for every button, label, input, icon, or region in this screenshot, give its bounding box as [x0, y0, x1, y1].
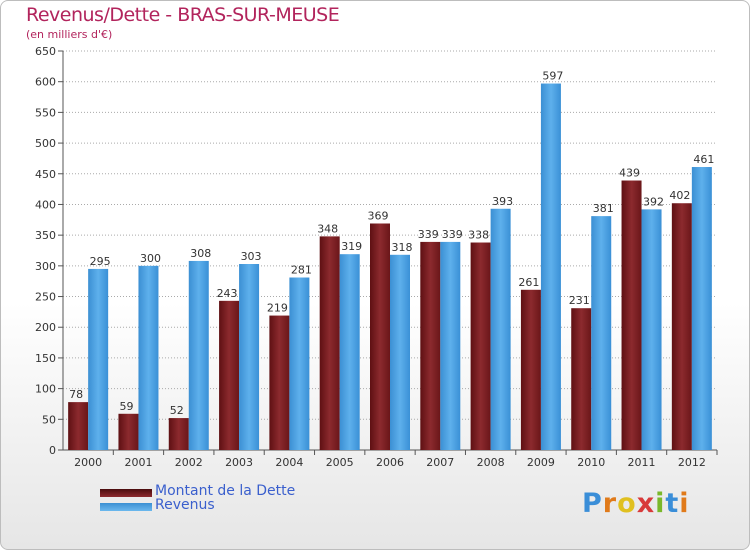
x-tick-label: 2004: [275, 456, 303, 469]
bar-revenus: [691, 167, 712, 451]
x-tick-label: 2008: [477, 456, 505, 469]
data-label: 295: [90, 255, 111, 268]
x-tick-label: 2012: [678, 456, 706, 469]
data-label: 439: [619, 167, 640, 180]
bar-debt: [68, 402, 89, 450]
data-label: 402: [669, 189, 690, 202]
data-label: 219: [267, 302, 288, 315]
bar-debt: [269, 315, 290, 450]
chart-subtitle: (en milliers d'€): [26, 28, 113, 41]
bar-revenus: [440, 241, 461, 450]
bar-debt: [168, 418, 189, 450]
bar-revenus: [591, 216, 612, 450]
data-label: 78: [69, 388, 83, 401]
y-tick-label: 400: [35, 198, 56, 211]
data-label: 381: [593, 202, 614, 215]
chart-title: Revenus/Dette - BRAS-SUR-MEUSE: [26, 4, 340, 26]
bar-debt: [118, 413, 139, 450]
y-tick-label: 450: [35, 168, 56, 181]
data-label: 597: [542, 70, 563, 83]
y-tick-label: 100: [35, 383, 56, 396]
x-tick-label: 2009: [527, 456, 555, 469]
data-label: 319: [341, 240, 362, 253]
data-label: 281: [291, 264, 312, 277]
data-label: 52: [170, 404, 184, 417]
legend-label-revenus: Revenus: [155, 497, 215, 513]
data-label: 392: [643, 195, 664, 208]
y-tick-label: 550: [35, 106, 56, 119]
bar-debt: [370, 223, 390, 450]
bar-chart: 0 50 100 150 200 250 300 350 400 450 500 550 600 650 2…: [35, 45, 718, 469]
data-label: 231: [569, 294, 590, 307]
bar-revenus: [339, 254, 360, 450]
bar-revenus: [641, 209, 662, 450]
x-tick-label: 2003: [225, 456, 253, 469]
data-label: 369: [368, 209, 389, 222]
data-label: 308: [190, 247, 211, 260]
legend-swatch-debt: [100, 489, 152, 497]
y-tick-label: 500: [35, 137, 56, 150]
bar-debt: [470, 242, 491, 450]
logo-letter: i: [655, 488, 666, 519]
data-label: 461: [693, 153, 714, 166]
data-label: 393: [492, 195, 513, 208]
y-tick-label: 50: [42, 413, 56, 426]
bar-revenus: [540, 83, 561, 450]
bar-debt: [319, 236, 340, 450]
bar-debt: [219, 300, 240, 450]
logo-letter: r: [602, 488, 618, 519]
logo-letter: o: [617, 488, 637, 519]
x-tick-label: 2001: [124, 456, 152, 469]
bar-debt: [671, 203, 692, 450]
y-tick-label: 600: [35, 76, 56, 89]
y-tick-label: 0: [49, 444, 56, 457]
bar-debt: [571, 308, 592, 450]
logo-letter: x: [636, 488, 656, 519]
data-label: 339: [442, 228, 463, 241]
data-label: 59: [119, 400, 133, 413]
bar-revenus: [88, 268, 109, 450]
bar-revenus: [188, 260, 209, 450]
data-label: 261: [518, 276, 539, 289]
bar-debt: [420, 241, 441, 450]
x-tick-label: 2007: [426, 456, 454, 469]
data-label: 348: [317, 222, 338, 235]
y-tick-label: 650: [35, 45, 56, 58]
data-label: 300: [140, 252, 161, 265]
bar-revenus: [239, 264, 260, 450]
y-tick-label: 300: [35, 260, 56, 273]
bar-revenus: [138, 265, 159, 450]
y-tick-label: 150: [35, 352, 56, 365]
data-label: 243: [217, 287, 238, 300]
x-tick-label: 2005: [326, 456, 354, 469]
logo-letter: P: [582, 488, 603, 519]
bar-revenus: [289, 277, 310, 450]
bar-debt: [621, 180, 642, 450]
x-tick-label: 2006: [376, 456, 404, 469]
data-label: 339: [418, 228, 439, 241]
x-tick-label: 2010: [577, 456, 605, 469]
bar-revenus: [390, 254, 410, 450]
x-tick-label: 2000: [74, 456, 102, 469]
x-tick-label: 2011: [628, 456, 656, 469]
data-label: 303: [241, 250, 262, 263]
x-tick-label: 2002: [175, 456, 203, 469]
data-label: 338: [468, 229, 489, 242]
legend-label-debt: Montant de la Dette: [155, 483, 296, 499]
logo-letter: t: [665, 488, 680, 519]
y-tick-label: 350: [35, 229, 56, 242]
proxiti-logo: Proxiti: [582, 488, 690, 519]
bar-revenus: [490, 208, 511, 450]
y-tick-label: 200: [35, 321, 56, 334]
legend-swatch-revenus: [100, 503, 152, 511]
data-label: 318: [392, 241, 413, 254]
logo-letter: i: [679, 488, 690, 519]
bar-debt: [520, 289, 541, 450]
y-tick-label: 250: [35, 291, 56, 304]
